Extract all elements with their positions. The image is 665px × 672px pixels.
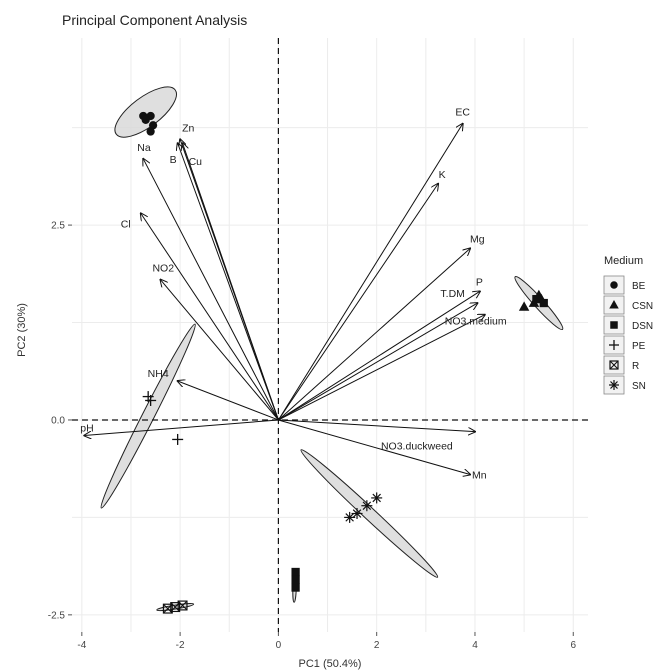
legend-label: R bbox=[632, 361, 639, 372]
legend-symbol-dsn bbox=[610, 321, 618, 329]
loading-arrow-k bbox=[277, 184, 438, 421]
legend-label: BE bbox=[632, 281, 646, 292]
loading-arrow-ph bbox=[84, 419, 279, 436]
series-r bbox=[162, 600, 188, 614]
x-axis-label: PC1 (50.4%) bbox=[299, 658, 362, 670]
loading-arrow-no3-medium bbox=[278, 315, 484, 421]
loading-label-t-dm: T.DM bbox=[440, 288, 465, 300]
y-axis-label: PC2 (30%) bbox=[16, 303, 28, 357]
loading-label-mn: Mn bbox=[472, 470, 487, 482]
score-points bbox=[139, 111, 548, 614]
x-tick-label: 0 bbox=[276, 640, 282, 651]
loading-label-no3-medium: NO3.medium bbox=[445, 316, 507, 328]
legend-title: Medium bbox=[604, 255, 643, 267]
loading-label-ec: EC bbox=[455, 107, 470, 119]
legend-item-be: BE bbox=[603, 275, 646, 295]
loading-arrow-mg bbox=[278, 248, 470, 421]
group-ellipse bbox=[100, 323, 196, 509]
point-sn bbox=[361, 500, 373, 512]
loading-label-b: B bbox=[170, 154, 177, 166]
loading-label-k: K bbox=[439, 169, 446, 181]
loading-label-cu: Cu bbox=[189, 156, 203, 168]
x-tick-label: -4 bbox=[77, 640, 86, 651]
legend-item-sn: SN bbox=[603, 375, 646, 395]
loading-vectors: EC K Mg P T.DM NO3.medium NO3.duckweed Mn pH NH4 N… bbox=[80, 107, 507, 482]
legend-symbol-sn bbox=[609, 380, 619, 390]
point-be bbox=[148, 121, 158, 130]
point-dsn bbox=[291, 575, 300, 584]
loading-arrow-b bbox=[178, 143, 279, 421]
loading-arrow-ec bbox=[277, 124, 462, 421]
x-tick-label: 6 bbox=[570, 640, 576, 651]
plot-background bbox=[72, 38, 588, 632]
y-tick-label: 2.5 bbox=[51, 221, 65, 232]
loading-label-no3-duckweed: NO3.duckweed bbox=[381, 441, 453, 453]
point-be bbox=[141, 115, 150, 124]
y-tick-label: -2.5 bbox=[48, 610, 66, 621]
legend-item-r: R bbox=[603, 355, 639, 375]
legend-symbol-pe bbox=[609, 340, 619, 350]
point-dsn bbox=[291, 567, 300, 577]
loading-label-mg: Mg bbox=[470, 233, 485, 245]
point-sn bbox=[371, 492, 383, 504]
point-sn bbox=[351, 508, 363, 520]
point-r bbox=[177, 600, 188, 611]
point-pe bbox=[172, 433, 184, 445]
loading-arrow-t-dm bbox=[278, 303, 477, 421]
loading-label-na: Na bbox=[137, 142, 151, 154]
loading-arrow-nh4 bbox=[178, 381, 279, 421]
point-csn bbox=[518, 301, 530, 311]
legend: Medium BE CSN DSN PE R SN bbox=[603, 255, 653, 395]
zero-lines bbox=[72, 38, 588, 632]
legend-item-dsn: DSN bbox=[603, 315, 653, 335]
x-tick-label: -2 bbox=[176, 640, 185, 651]
gridlines bbox=[72, 38, 588, 632]
loading-arrow-cl bbox=[141, 213, 279, 421]
legend-item-csn: CSN bbox=[603, 295, 653, 315]
series-pe bbox=[142, 391, 184, 445]
plot-area: EC K Mg P T.DM NO3.medium NO3.duckweed Mn pH NH4 N… bbox=[72, 38, 588, 632]
legend-symbol-r bbox=[609, 360, 619, 370]
x-tick-label: 2 bbox=[374, 640, 380, 651]
point-dsn bbox=[532, 295, 541, 304]
loading-label-ph: pH bbox=[80, 423, 93, 435]
x-axis: -4 -2 0 2 4 6 bbox=[77, 632, 576, 651]
point-pe bbox=[145, 394, 157, 406]
y-axis: -2.5 0.0 2.5 bbox=[48, 221, 72, 621]
x-tick-label: 4 bbox=[472, 640, 478, 651]
loading-arrow-mn bbox=[278, 419, 470, 475]
legend-label: CSN bbox=[632, 301, 653, 312]
legend-label: PE bbox=[632, 341, 646, 352]
loading-label-p: P bbox=[476, 276, 483, 288]
point-dsn bbox=[539, 298, 548, 308]
loading-label-nh4: NH4 bbox=[148, 368, 169, 380]
legend-label: DSN bbox=[632, 321, 653, 332]
y-tick-label: 0.0 bbox=[51, 415, 65, 426]
series-be bbox=[139, 111, 158, 136]
point-be bbox=[146, 127, 155, 136]
legend-symbol-csn bbox=[609, 300, 619, 309]
loading-label-no2: NO2 bbox=[152, 263, 174, 275]
loading-arrow-no3-duckweed bbox=[278, 419, 475, 432]
point-dsn bbox=[291, 583, 300, 592]
loading-label-zn: Zn bbox=[182, 122, 194, 134]
group-ellipse bbox=[300, 449, 439, 578]
legend-symbol-be bbox=[610, 281, 618, 289]
loading-label-cl: Cl bbox=[121, 218, 131, 230]
loading-arrow-zn bbox=[180, 139, 279, 421]
loading-arrow-na bbox=[143, 159, 279, 421]
legend-item-pe: PE bbox=[603, 335, 646, 355]
legend-label: SN bbox=[632, 381, 646, 392]
series-dsn bbox=[291, 295, 548, 592]
chart-title: Principal Component Analysis bbox=[62, 12, 247, 28]
loading-arrow-no2 bbox=[160, 280, 279, 421]
loading-arrow-p bbox=[278, 291, 479, 421]
series-sn bbox=[344, 492, 383, 523]
